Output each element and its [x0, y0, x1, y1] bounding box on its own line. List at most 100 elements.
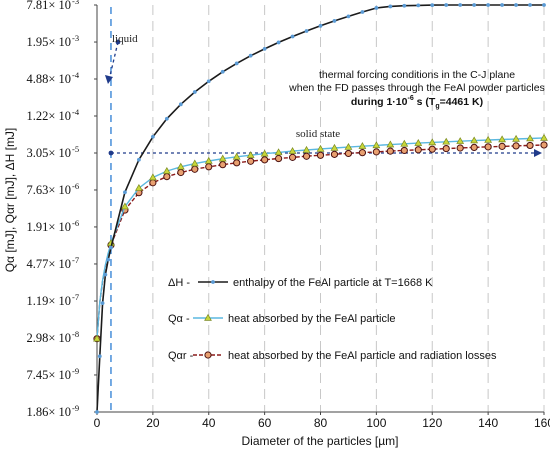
legend-marker: [204, 351, 212, 359]
data-point: [456, 137, 465, 144]
data-point: [400, 146, 408, 155]
data-point: [442, 137, 451, 145]
annotation-liquid: liquid: [112, 33, 138, 45]
grid-lines: [152, 5, 545, 412]
solid-state-arrowhead: [534, 148, 542, 157]
solid-state-point: [108, 150, 114, 156]
annotation-lines: [104, 7, 542, 412]
data-point: [247, 157, 255, 165]
legend: ΔH - enthalpy of the FeAl particle at T=1…: [168, 277, 497, 362]
data-point: [330, 143, 339, 151]
data-point: [526, 141, 534, 150]
y-tick-exponent: -6: [72, 181, 79, 191]
data-point: [149, 179, 157, 187]
data-point: [472, 3, 477, 7]
data-point: [262, 46, 267, 51]
x-tick-label: 0: [94, 416, 101, 430]
data-point: [498, 135, 506, 143]
y-tick-label: 1.91× 10: [26, 220, 71, 234]
data-point: [414, 138, 423, 146]
legend-marker: [204, 313, 212, 321]
data-point: [302, 152, 311, 160]
x-tick-label: 60: [258, 416, 272, 430]
data-point: [500, 3, 504, 7]
data-point: [484, 143, 492, 151]
data-point: [206, 79, 211, 84]
data-point: [135, 183, 143, 191]
data-point: [190, 159, 199, 167]
data-point: [512, 134, 520, 142]
data-point: [248, 53, 253, 58]
data-point: [442, 144, 450, 153]
data-point: [192, 90, 197, 94]
y-tick-exponent: -7: [72, 292, 79, 302]
data-point: [260, 149, 269, 157]
data-point: [121, 202, 129, 210]
y-tick-exponent: -7: [72, 255, 79, 265]
data-point: [416, 3, 421, 8]
x-tick-label: 40: [202, 416, 216, 430]
data-point: [219, 161, 227, 169]
data-point: [123, 190, 127, 195]
data-point: [514, 3, 518, 7]
annotation-forcing-line-2: when the FD passes through the FeAl powd…: [288, 82, 545, 94]
data-point: [205, 163, 213, 171]
data-point: [528, 3, 532, 7]
annotation-forcing-conditions: thermal forcing conditions in the C-J pl…: [288, 69, 545, 110]
data-point: [386, 147, 394, 155]
y-tick-label: 7.45× 10: [26, 368, 71, 382]
data-point: [163, 172, 171, 181]
data-point: [430, 3, 435, 8]
y-tick-exponent: -9: [72, 403, 79, 413]
data-point: [148, 173, 157, 181]
y-tick-label: 1.19× 10: [26, 294, 71, 308]
data-point: [400, 139, 409, 147]
x-axis-label: Diameter of the particles [µm]: [242, 434, 399, 448]
series-group: [93, 3, 548, 414]
data-point: [204, 156, 213, 164]
data-point: [232, 152, 241, 160]
x-tick-labels: 0 20 40 60 80 100 120 140 160: [94, 412, 550, 430]
data-point: [512, 142, 520, 150]
data-point: [103, 272, 108, 277]
data-point: [458, 3, 463, 7]
data-point: [498, 142, 506, 150]
data-point: [302, 145, 311, 153]
data-point: [372, 148, 380, 156]
data-point: [344, 149, 353, 158]
data-point: [470, 143, 478, 152]
data-point: [330, 150, 339, 158]
data-point: [486, 3, 491, 7]
data-point: [456, 144, 464, 152]
y-tick-label: 1.95× 10: [26, 35, 71, 49]
data-point: [372, 141, 381, 149]
annotation-solid-state: solid state: [296, 128, 340, 140]
y-tick-exponent: -9: [72, 366, 79, 376]
data-point: [428, 138, 437, 146]
legend-key-label: Qαr -: [168, 350, 194, 362]
y-tick-label: 1.22× 10: [26, 109, 71, 123]
data-point: [234, 61, 239, 66]
data-point: [316, 151, 325, 159]
x-tick-label: 80: [314, 416, 328, 430]
data-point: [106, 257, 111, 262]
data-point: [484, 135, 493, 143]
y-tick-label: 2.98× 10: [26, 331, 71, 345]
x-tick-label: 20: [146, 416, 160, 430]
data-point: [344, 142, 353, 150]
liquid-point: [115, 39, 121, 45]
data-point: [402, 3, 407, 8]
legend-marker: [211, 280, 215, 284]
annotation-forcing-line-1: thermal forcing conditions in the C-J pl…: [319, 69, 515, 81]
y-tick-label: 1.86× 10: [26, 405, 71, 419]
data-point: [93, 334, 101, 342]
data-point: [95, 410, 99, 414]
data-point: [233, 159, 241, 167]
y-tick-exponent: -4: [72, 70, 80, 80]
data-point: [164, 116, 169, 121]
data-point: [332, 19, 337, 23]
data-point: [191, 165, 199, 173]
data-point: [274, 148, 283, 156]
data-point: [137, 157, 141, 162]
